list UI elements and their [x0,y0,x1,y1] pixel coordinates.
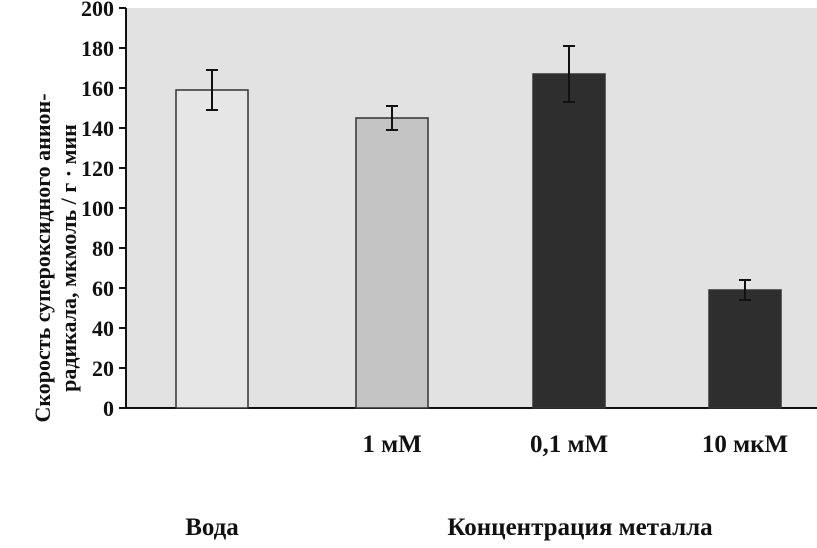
y-tick-label: 40 [92,316,114,341]
y-axis-label-line-1: Скорость супероксидного анион- [30,93,55,422]
y-tick-label: 200 [81,0,114,21]
y-tick-label: 60 [92,276,114,301]
group-label-water: Вода [185,514,239,541]
y-ticks: 0 20 40 60 80 100 120 140 160 180 200 [81,0,126,421]
group-label-metal-concentration: Концентрация металла [447,514,713,541]
bars [175,45,782,409]
bar [532,73,606,409]
x-category-label: 1 мМ [362,431,421,458]
y-tick-label: 20 [92,356,114,381]
category-labels: 1 мМ 0,1 мМ 10 мкМ [362,431,788,458]
y-axis-label-line-2: радикала, мкмоль / г · мин [56,124,81,392]
y-tick-label: 80 [92,236,114,261]
bar [175,89,249,409]
y-tick-label: 180 [81,36,114,61]
bar [708,289,782,409]
x-category-label: 10 мкМ [702,431,788,458]
x-category-label: 0,1 мМ [530,431,608,458]
y-tick-label: 100 [81,196,114,221]
y-tick-label: 120 [81,156,114,181]
bar [355,117,429,409]
y-tick-label: 140 [81,116,114,141]
y-tick-label: 0 [103,396,114,421]
y-tick-label: 160 [81,76,114,101]
